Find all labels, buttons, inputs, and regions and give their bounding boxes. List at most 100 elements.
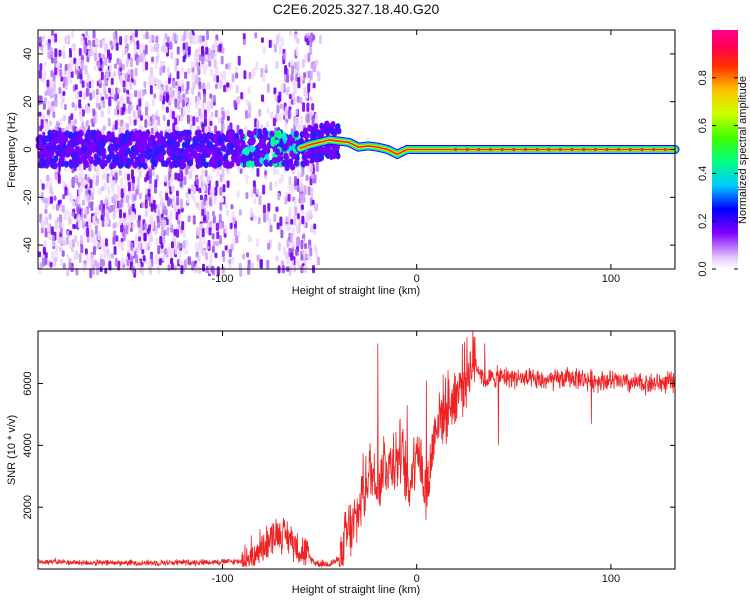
ridge-dot xyxy=(477,147,481,152)
noise-cell xyxy=(209,93,213,99)
noise-cell xyxy=(72,177,76,188)
noise-cell xyxy=(112,32,116,40)
noise-cell xyxy=(96,206,100,215)
noise-cell xyxy=(164,33,168,40)
noise-cell xyxy=(135,188,139,195)
noise-cell xyxy=(202,179,206,189)
band-cell xyxy=(103,135,109,143)
band-cell xyxy=(254,147,260,155)
noise-cell xyxy=(223,84,227,93)
noise-cell xyxy=(215,222,219,231)
noise-cell xyxy=(244,110,248,119)
noise-cell xyxy=(131,32,135,42)
noise-cell xyxy=(143,81,147,88)
snr-x-label: Height of straight line (km) xyxy=(292,584,420,596)
noise-cell xyxy=(84,207,88,215)
colorbar-gradient xyxy=(712,30,738,269)
noise-cell xyxy=(113,63,117,69)
noise-cell xyxy=(288,100,292,107)
noise-cell xyxy=(122,87,126,93)
band-cell xyxy=(163,160,169,168)
noise-cell xyxy=(192,81,196,90)
noise-cell xyxy=(148,121,152,127)
noise-cell xyxy=(137,219,141,228)
noise-cell xyxy=(147,188,151,197)
noise-cell xyxy=(165,249,169,258)
noise-cell xyxy=(226,109,230,118)
noise-cell xyxy=(173,265,177,271)
noise-cell xyxy=(80,116,84,124)
noise-cell xyxy=(160,225,164,236)
band-cell xyxy=(94,132,100,140)
noise-cell xyxy=(96,167,100,177)
noise-cell xyxy=(88,80,92,89)
band-cell xyxy=(195,145,201,153)
band-cell xyxy=(118,147,124,155)
band-cell xyxy=(263,129,269,137)
band-cell xyxy=(58,156,64,164)
noise-cell xyxy=(195,116,199,123)
noise-cell xyxy=(253,215,257,222)
band-cell xyxy=(229,143,235,151)
noise-cell xyxy=(95,95,99,106)
noise-cell xyxy=(151,35,155,42)
noise-cell xyxy=(152,199,156,210)
noise-cell xyxy=(305,213,309,221)
noise-cell xyxy=(218,235,222,245)
noise-cell xyxy=(276,222,280,230)
noise-cell xyxy=(151,56,155,63)
noise-cell xyxy=(299,123,303,132)
noise-cell xyxy=(74,104,78,111)
band-cell xyxy=(147,147,153,155)
noise-cell xyxy=(125,57,129,65)
noise-cell xyxy=(144,187,148,196)
noise-cell xyxy=(168,220,172,229)
noise-cell xyxy=(50,70,54,78)
colorbar-tick-label: 0.8 xyxy=(697,70,709,85)
noise-cell xyxy=(60,76,64,82)
noise-cell xyxy=(61,250,65,257)
noise-cell xyxy=(144,199,148,209)
noise-cell xyxy=(52,81,56,90)
band-cell xyxy=(83,152,89,160)
noise-cell xyxy=(75,61,79,70)
noise-cell xyxy=(122,103,126,112)
noise-cell xyxy=(195,61,199,67)
band-cell xyxy=(213,161,219,169)
noise-cell xyxy=(123,196,127,203)
noise-cell xyxy=(296,212,300,220)
noise-cell xyxy=(122,231,126,242)
noise-cell xyxy=(195,75,199,85)
noise-cell xyxy=(121,123,125,131)
spectrogram-ridge xyxy=(295,135,680,160)
noise-cell xyxy=(109,204,113,213)
snr-x-tick-label: 100 xyxy=(602,573,620,585)
noise-cell xyxy=(60,236,64,245)
noise-cell xyxy=(137,109,141,117)
noise-cell xyxy=(79,110,83,119)
noise-cell xyxy=(199,247,203,254)
noise-cell xyxy=(213,74,217,83)
noise-cell xyxy=(163,181,167,187)
noise-cell xyxy=(125,225,129,235)
noise-cell xyxy=(44,90,48,96)
noise-cell xyxy=(219,222,223,230)
noise-cell xyxy=(144,176,148,183)
noise-cell xyxy=(114,172,118,181)
band-cell xyxy=(303,132,309,140)
noise-cell xyxy=(46,86,50,96)
noise-cell xyxy=(153,46,157,53)
noise-cell xyxy=(133,79,137,86)
noise-cell xyxy=(247,265,251,275)
noise-cell xyxy=(306,113,310,123)
noise-cell xyxy=(89,257,93,266)
spec-y-tick-label: 0 xyxy=(22,146,34,152)
band-cell xyxy=(259,150,265,158)
band-cell xyxy=(193,152,199,160)
noise-cell xyxy=(216,75,220,83)
band-cell xyxy=(221,144,227,152)
noise-cell xyxy=(134,90,138,97)
noise-cell xyxy=(288,176,292,186)
noise-cell xyxy=(199,114,203,120)
colorbar: 0.0 0.2 0.4 0.6 0.8 Normalized spectral ampl… xyxy=(697,30,749,277)
